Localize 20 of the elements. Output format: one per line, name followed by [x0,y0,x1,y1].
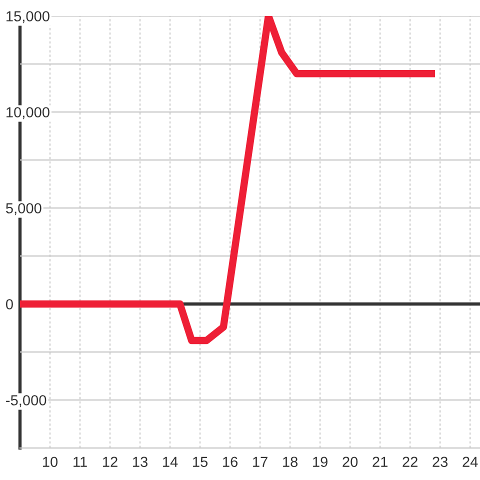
y-tick-label: -5,000 [6,395,46,408]
x-tick-label: 24 [462,456,478,467]
x-tick-label: 14 [163,456,178,467]
x-tick-label: 20 [342,456,358,468]
x-tick-label: 10 [43,456,58,468]
y-tick-label: 5,000 [6,203,42,216]
x-tick-label: 16 [223,456,238,468]
y-tick-label: 10,000 [6,107,50,120]
x-tick-label: 12 [103,456,118,467]
x-tick-label: 13 [133,456,148,468]
x-tick-label: 19 [313,456,328,468]
x-tick-label: 11 [74,456,87,467]
x-tick-label: 15 [193,456,208,468]
y-tick-label: 15,000 [6,11,50,24]
y-tick-label: 0 [6,299,13,310]
x-tick-label: 21 [372,456,388,467]
x-tick-label: 23 [432,456,448,468]
x-tick-label: 22 [402,456,418,467]
x-tick-label: 18 [283,456,298,468]
x-tick-label: 17 [253,456,268,467]
